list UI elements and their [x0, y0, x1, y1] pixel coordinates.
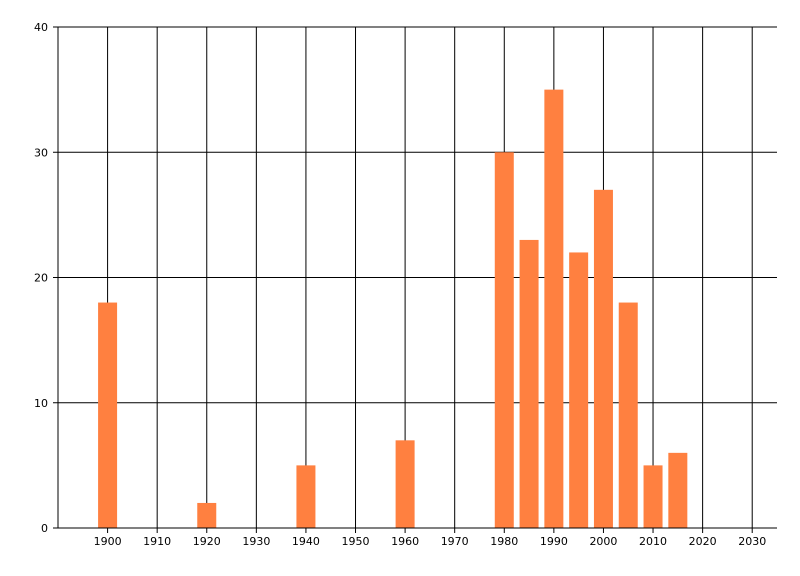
- y-tick-label: 40: [34, 21, 48, 34]
- bar: [519, 239, 539, 529]
- x-tick-label: 1990: [540, 535, 568, 548]
- bar: [618, 302, 638, 528]
- bar: [569, 252, 589, 528]
- x-tick-label: 1900: [94, 535, 122, 548]
- bar: [593, 189, 613, 528]
- x-tick-label: 1980: [490, 535, 518, 548]
- y-tick-label: 0: [41, 522, 48, 535]
- y-tick-label: 20: [34, 272, 48, 285]
- bar: [668, 452, 688, 528]
- bar: [544, 89, 564, 528]
- bar-series: [98, 89, 688, 529]
- x-tick-label: 2030: [738, 535, 766, 548]
- x-axis-ticks: 1900 1910 1920 1930 1940 1950 1960 1970 1980 1990…: [94, 528, 766, 548]
- x-tick-label: 1910: [143, 535, 171, 548]
- x-tick-label: 2020: [689, 535, 717, 548]
- x-tick-label: 2010: [639, 535, 667, 548]
- x-tick-label: 1960: [391, 535, 419, 548]
- bar: [395, 440, 415, 528]
- bar: [98, 302, 118, 528]
- grid-lines: [58, 26, 777, 528]
- x-tick-label: 1920: [193, 535, 221, 548]
- bar: [197, 502, 217, 528]
- x-tick-label: 1940: [292, 535, 320, 548]
- x-tick-label: 1930: [242, 535, 270, 548]
- x-tick-label: 2000: [589, 535, 617, 548]
- bar: [643, 465, 663, 528]
- y-axis-ticks: 0 10 20 30 40: [34, 21, 58, 535]
- bar: [494, 152, 514, 528]
- bar: [296, 465, 316, 528]
- y-tick-label: 10: [34, 397, 48, 410]
- x-tick-label: 1970: [441, 535, 469, 548]
- x-tick-label: 1950: [342, 535, 370, 548]
- y-tick-label: 30: [34, 146, 48, 159]
